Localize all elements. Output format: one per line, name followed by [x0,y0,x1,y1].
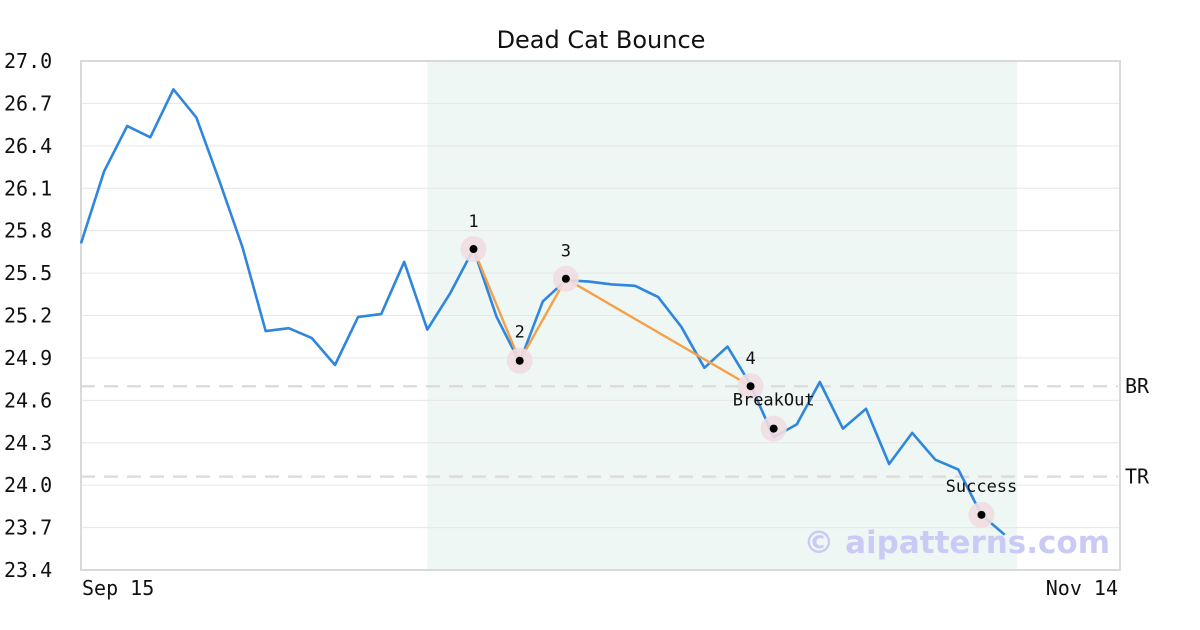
y-tick-label: 25.5 [4,261,52,285]
x-axis-ticks: Sep 15 Nov 14 [82,576,1118,600]
pattern-point-3-label: 3 [561,242,571,262]
x-tick-label-start: Sep 15 [82,576,154,600]
price-line [79,88,1006,536]
price-series [79,88,1006,536]
marker-success-label: Success [946,477,1018,497]
pattern-line [472,248,752,388]
pattern-point-4-dot [746,382,755,391]
pattern-lines [472,248,752,388]
y-tick-label: 24.3 [4,431,52,455]
y-axis-ticks: 27.0 26.7 26.4 26.1 25.8 25.5 25.2 24.9 24.6 24.3… [4,49,52,582]
y-tick-label: 24.6 [4,388,52,412]
marker-breakout-dot [769,424,778,433]
level-label-tr: TR [1125,465,1150,489]
gridlines [81,60,1120,571]
level-label-br: BR [1125,374,1150,398]
y-tick-label: 26.7 [4,91,52,115]
y-tick-label: 26.4 [4,134,52,158]
pattern-point-2-label: 2 [515,323,525,343]
x-tick-label-end: Nov 14 [1046,576,1118,600]
pattern-point-3-dot [561,274,570,283]
y-tick-label: 25.2 [4,304,52,328]
y-tick-label: 23.4 [4,558,52,582]
y-tick-label: 24.0 [4,473,52,497]
y-tick-label: 27.0 [4,49,52,73]
chart-title: Dead Cat Bounce [497,26,706,54]
pattern-point-4-label: 4 [745,349,755,369]
y-tick-label: 24.9 [4,346,52,370]
marker-success-dot [977,510,986,519]
pattern-markers: 1 2 3 4 BreakOut Success [460,212,1018,528]
marker-breakout-label: BreakOut [733,391,815,411]
pattern-point-1-dot [469,245,478,254]
y-tick-label: 25.8 [4,219,52,243]
y-tick-label: 26.1 [4,176,52,200]
pattern-point-2-dot [515,356,524,365]
watermark: © aipatterns.com [803,525,1110,561]
y-tick-label: 23.7 [4,516,52,540]
plot-frame [80,60,1121,571]
level-lines: BR TR [81,374,1150,489]
pattern-point-1-label: 1 [468,212,478,232]
